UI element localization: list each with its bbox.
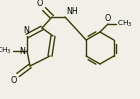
Text: N: N bbox=[23, 26, 29, 35]
Text: O: O bbox=[11, 76, 17, 85]
Text: N: N bbox=[19, 47, 25, 56]
Text: O: O bbox=[37, 0, 43, 8]
Text: CH$_3$: CH$_3$ bbox=[117, 19, 133, 29]
Text: O: O bbox=[105, 14, 111, 23]
Text: CH$_3$: CH$_3$ bbox=[0, 46, 12, 56]
Text: NH: NH bbox=[66, 7, 78, 16]
